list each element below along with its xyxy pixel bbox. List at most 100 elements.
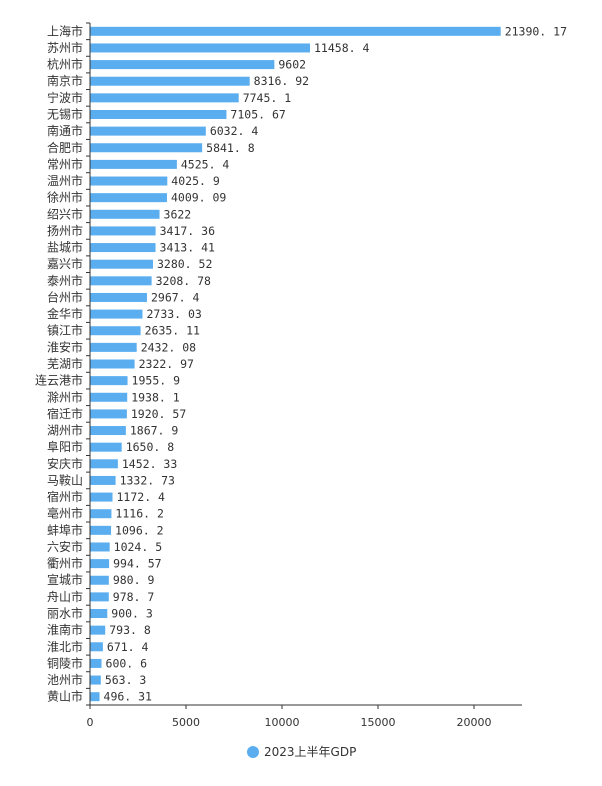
x-tick-label-5: 20000 [457,716,492,729]
legend-marker[interactable] [247,746,259,758]
value-label-25: 1867. 9 [130,424,179,438]
value-label-12: 3622 [164,207,192,221]
value-label-37: 793. 8 [109,623,151,637]
value-label-27: 1452. 33 [122,457,177,471]
category-label-8: 合肥市 [47,140,83,155]
bar-35 [90,592,109,602]
value-label-5: 7745. 1 [243,91,292,105]
value-label-40: 563. 3 [105,673,147,687]
bar-12 [90,209,160,219]
value-label-22: 1955. 9 [132,374,181,388]
value-label-30: 1116. 2 [115,507,163,521]
category-label-6: 无锡市 [47,106,83,121]
value-label-7: 6032. 4 [210,124,259,138]
category-label-5: 宁波市 [47,90,83,105]
category-label-26: 阜阳市 [47,439,83,454]
value-label-23: 1938. 1 [131,390,180,404]
bar-7 [90,126,206,136]
bar-33 [90,559,110,569]
category-label-20: 淮安市 [47,339,83,354]
category-label-25: 湖州市 [47,423,83,438]
bar-20 [90,342,137,352]
bar-11 [90,193,167,203]
bar-27 [90,459,118,469]
category-label-21: 芜湖市 [47,356,83,371]
value-label-4: 8316. 92 [254,74,309,88]
category-label-40: 池州市 [47,672,83,687]
value-label-14: 3413. 41 [160,241,215,255]
category-label-24: 宿迁市 [47,406,83,421]
category-label-4: 南京市 [47,73,83,88]
value-label-6: 7105. 67 [230,107,285,121]
category-label-9: 常州市 [47,156,83,171]
bar-29 [90,492,113,502]
category-label-14: 盐城市 [47,240,83,255]
category-label-28: 马鞍山 [47,472,83,487]
value-label-11: 4009. 09 [171,191,226,205]
value-label-29: 1172. 4 [117,490,166,504]
bar-31 [90,525,112,535]
category-label-33: 衢州市 [47,556,83,571]
category-label-27: 安庆市 [47,456,83,471]
bar-32 [90,542,110,552]
bar-10 [90,176,168,186]
category-label-37: 淮南市 [47,622,83,637]
value-label-26: 1650. 8 [126,440,175,454]
category-label-1: 上海市 [47,23,83,38]
value-label-31: 1096. 2 [115,523,163,537]
value-label-13: 3417. 36 [160,224,215,238]
category-label-18: 金华市 [47,306,83,321]
bar-41 [90,692,100,702]
value-label-16: 3208. 78 [156,274,211,288]
bar-5 [90,93,239,103]
bar-21 [90,359,135,369]
value-label-8: 5841. 8 [206,141,255,155]
category-label-15: 嘉兴市 [47,256,83,271]
bar-40 [90,675,101,685]
value-label-15: 3280. 52 [157,257,212,271]
bar-23 [90,392,128,402]
bar-28 [90,475,116,485]
value-label-17: 2967. 4 [151,290,200,304]
legend-label[interactable]: 2023上半年GDP [264,745,356,759]
bar-4 [90,76,250,86]
bar-2 [90,43,311,53]
category-label-16: 泰州市 [47,273,83,288]
legend[interactable]: 2023上半年GDP [247,745,356,759]
bar-36 [90,609,108,619]
category-label-19: 镇江市 [47,323,83,338]
category-label-17: 台州市 [47,289,83,304]
value-labels: 21390. 17 11458. 4 9602 8316. 92 7745. 1 7105… [104,24,568,703]
category-label-2: 苏州市 [47,40,83,55]
category-label-13: 扬州市 [47,223,83,238]
bars-group [90,26,501,702]
bar-25 [90,426,126,436]
value-label-3: 9602 [278,58,306,72]
value-label-36: 900. 3 [111,607,153,621]
category-labels: 上海市苏州市杭州市南京市宁波市无锡市南通市合肥市常州市温州市徐州市绍兴市扬州市盐… [35,23,83,703]
value-label-32: 1024. 5 [114,540,162,554]
bar-8 [90,143,203,153]
bar-3 [90,60,275,70]
bar-24 [90,409,127,419]
category-label-41: 黄山市 [47,689,83,704]
category-label-23: 滁州市 [47,389,83,404]
value-label-19: 2635. 11 [145,324,200,338]
category-label-11: 徐州市 [47,190,83,205]
bar-22 [90,376,128,386]
bar-37 [90,625,106,635]
bar-18 [90,309,143,319]
value-label-34: 980. 9 [113,573,155,587]
value-label-20: 2432. 08 [141,340,196,354]
bar-34 [90,575,109,585]
value-label-39: 600. 6 [106,656,148,670]
bar-6 [90,109,227,119]
value-label-41: 496. 31 [104,690,153,704]
category-label-34: 宣城市 [47,572,83,587]
value-label-18: 2733. 03 [146,307,201,321]
axes [86,22,522,709]
category-label-12: 绍兴市 [47,206,83,221]
bar-9 [90,159,177,169]
category-label-3: 杭州市 [47,57,83,72]
